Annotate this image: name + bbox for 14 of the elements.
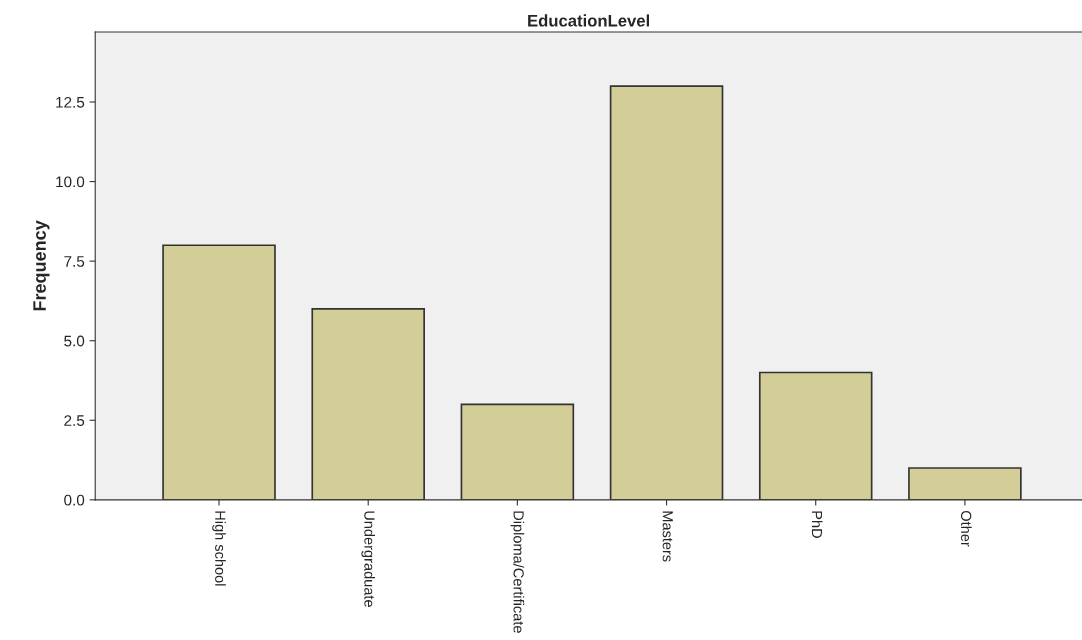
x-tick-label: Masters	[662, 511, 673, 562]
chart-title: EducationLevel	[528, 14, 650, 27]
y-tick-label: 0.0	[64, 494, 85, 506]
y-axis-title: Frequency	[33, 220, 50, 311]
y-tick-label: 2.5	[64, 415, 85, 426]
x-tick-label: Diploma/Certificate	[510, 511, 525, 633]
y-tick-label: 5.0	[64, 335, 85, 347]
x-tick-label: Undergraduate	[361, 511, 375, 607]
y-tick-label: 12.5	[56, 96, 85, 108]
x-tick-label: High school	[212, 511, 226, 586]
x-tick-label: PhD	[811, 511, 823, 538]
y-tick-label: 10.0	[56, 176, 85, 188]
y-tick-label: 7.5	[64, 256, 85, 267]
x-tick-label: Other	[960, 510, 972, 547]
